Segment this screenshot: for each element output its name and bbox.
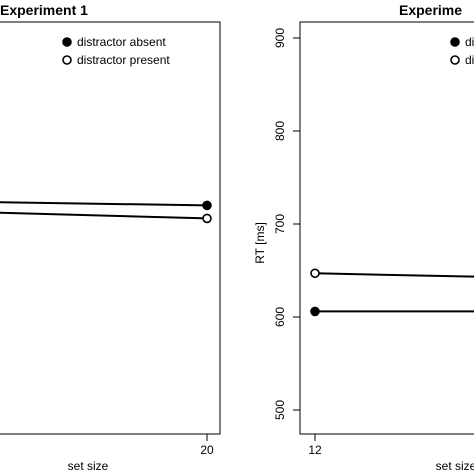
panel-experiment-2: Experime 500 600 700 800 900 12 RT [ms] set … [253,2,474,473]
panel-experiment-1: Experiment 1 20 set size distractor abse… [0,2,221,473]
chart-title-1: Experiment 1 [0,2,88,18]
y-tick-label: 800 [273,121,287,141]
legend-marker [450,37,460,47]
series-lines-1 [0,201,208,220]
series-points-1 [202,200,212,224]
legend-label: distractor absent [77,35,166,49]
data-point-1-2 [202,213,212,224]
series-lines-2 [314,272,474,313]
series-points-2 [310,268,320,317]
y-tick-label: 900 [273,28,287,48]
legend-label: distractor present [77,53,170,67]
x-axis-label-2: set size [436,459,474,473]
series-line-2-2 [314,272,474,278]
y-tick-label: 600 [273,307,287,327]
legend-marker [450,55,460,65]
data-point-2-2 [310,268,320,279]
x-axis-1: 20 [200,434,214,457]
x-axis-label-1: set size [68,459,109,473]
data-point-2-1 [310,306,320,317]
data-point-1-1 [202,200,212,211]
series-line-1-1 [0,201,208,207]
series-line-1-2 [0,211,208,220]
y-tick-label: 700 [273,214,287,234]
legend-label: di [465,53,474,67]
legend-1: distractor absent distractor present [62,35,170,67]
x-axis-2: 12 [308,434,322,457]
y-axis-label-2: RT [ms] [253,222,267,264]
plot-frame-2 [299,21,474,435]
legend-marker [62,37,72,47]
plot-frame-1 [0,21,221,435]
chart-title-2: Experime [399,2,462,18]
y-tick-label: 500 [273,400,287,420]
y-axis-2: 500 600 700 800 900 [273,28,300,420]
x-tick-label: 20 [200,443,214,457]
legend-label: di [465,35,474,49]
legend-2: di di [450,35,474,67]
x-tick-label: 12 [308,443,322,457]
legend-marker [62,55,72,65]
